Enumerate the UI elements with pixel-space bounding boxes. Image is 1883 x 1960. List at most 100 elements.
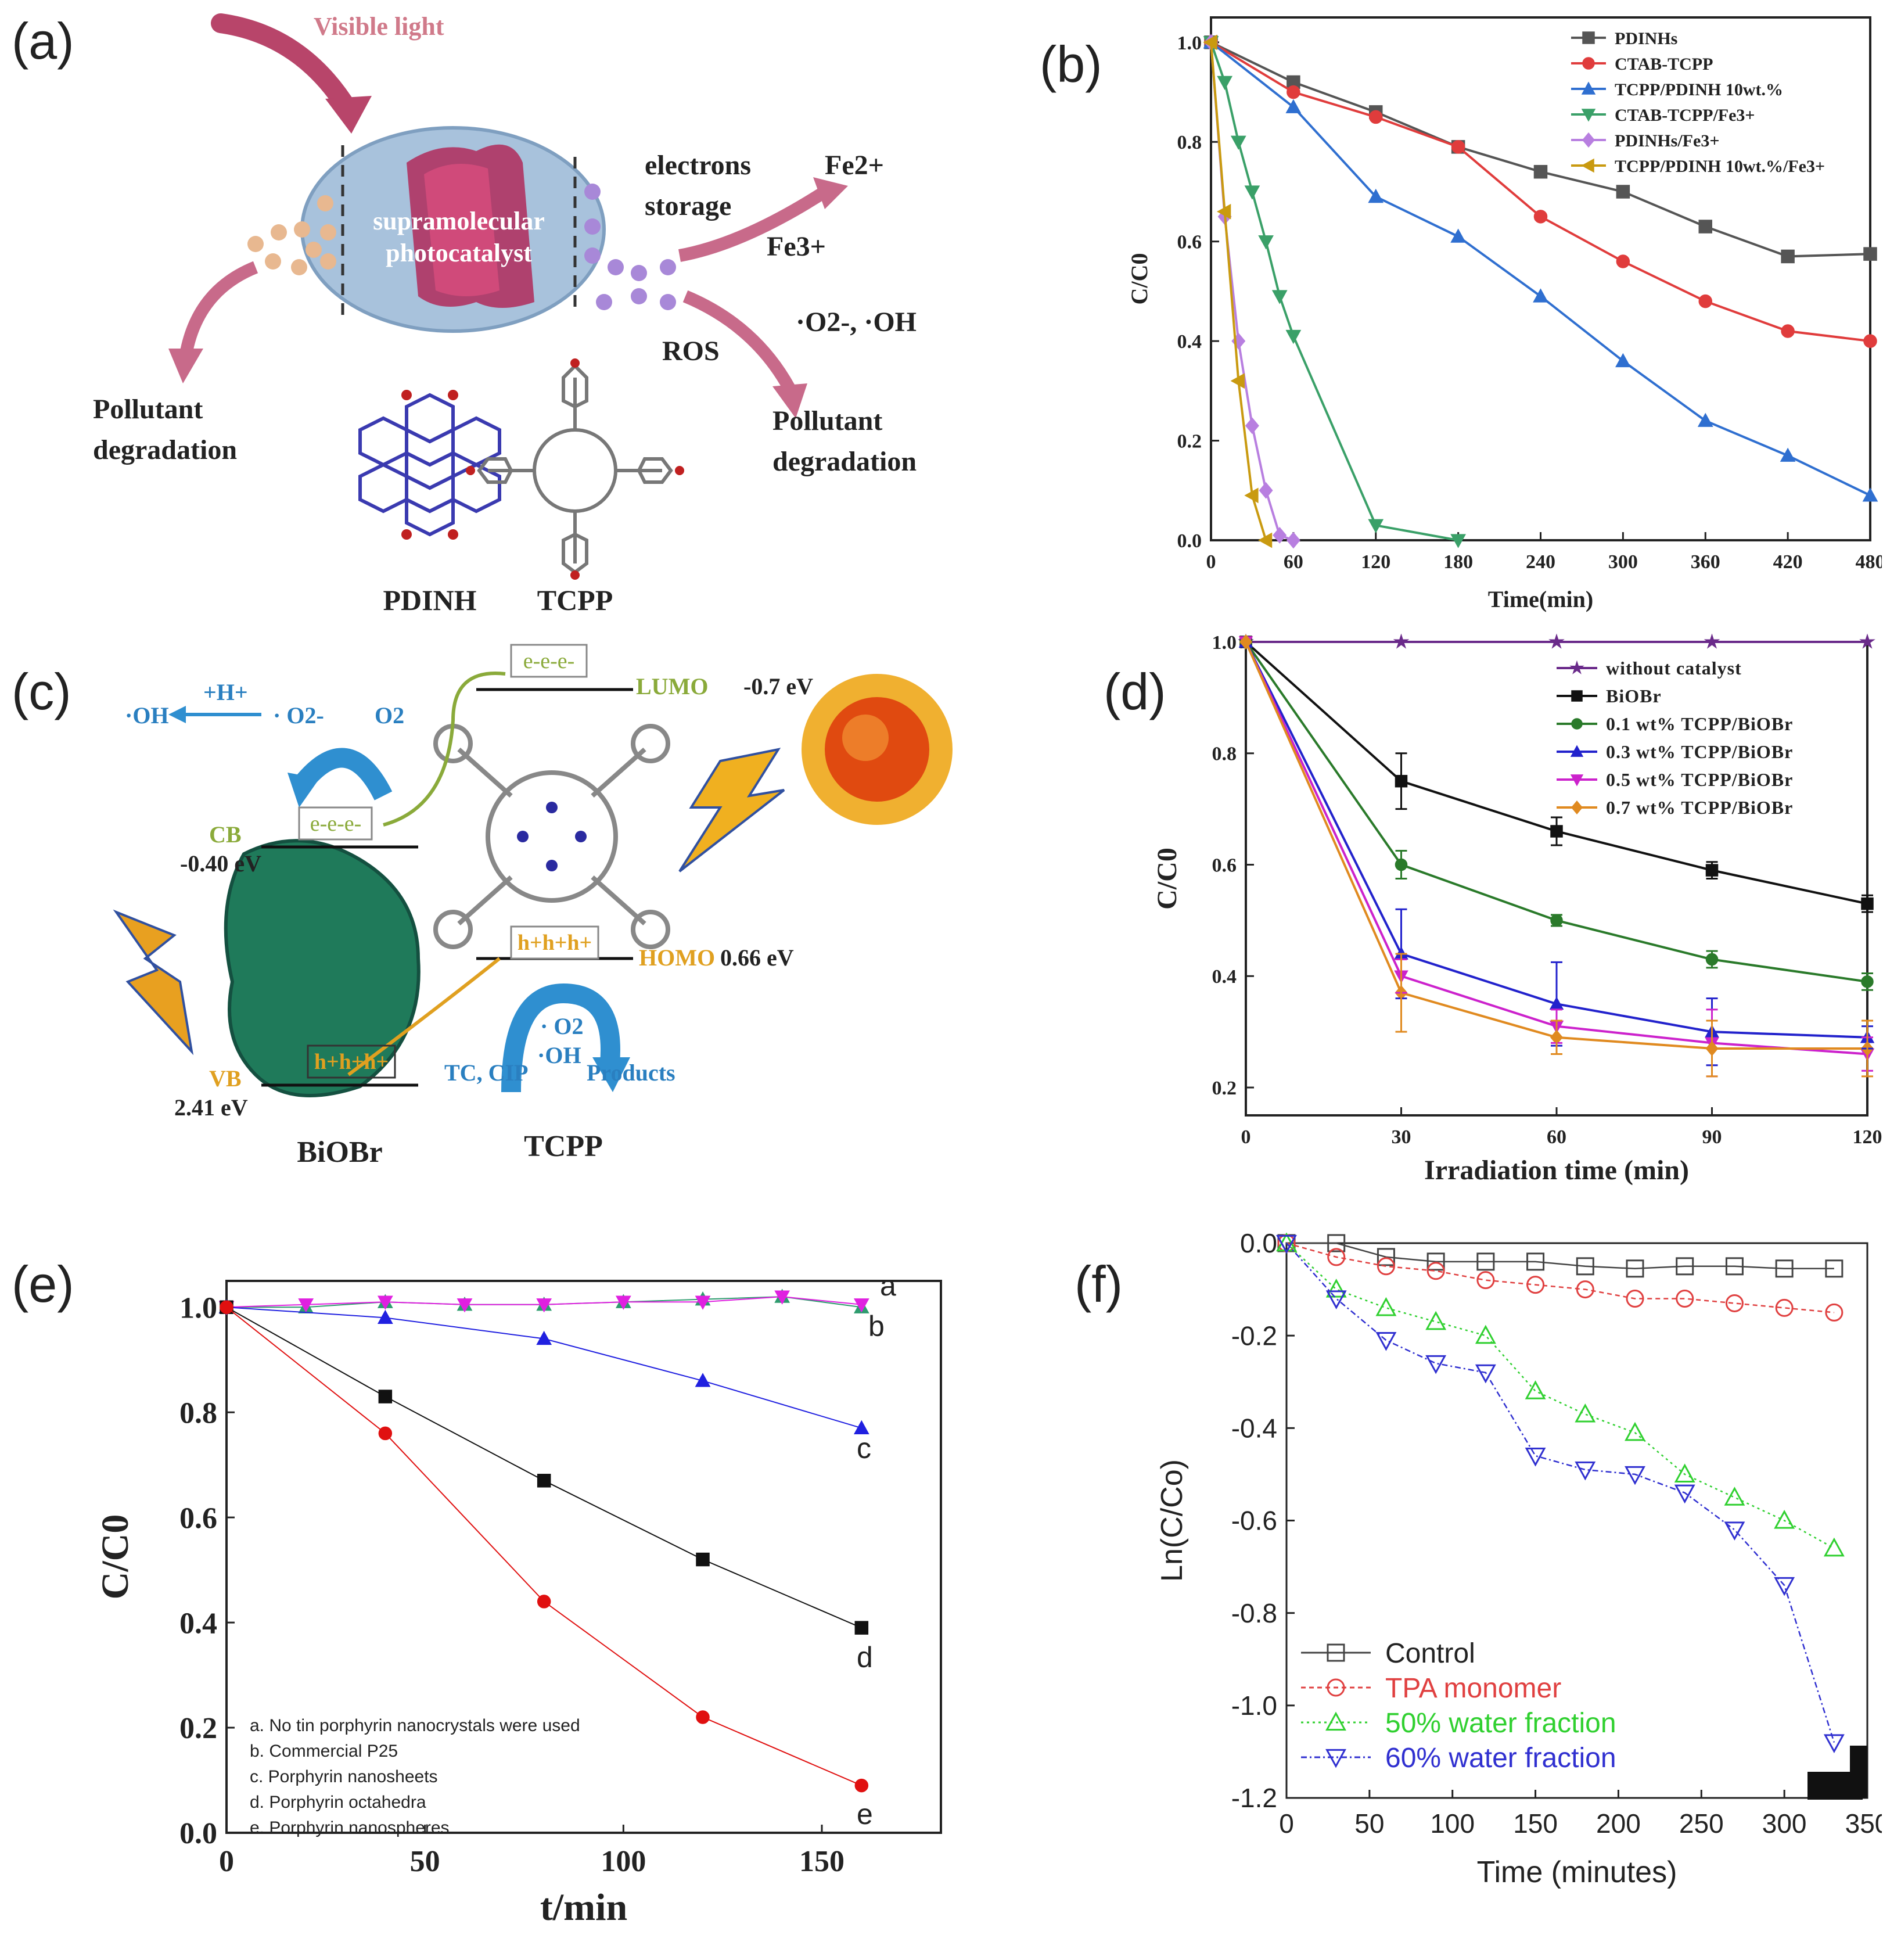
panel-a: (a) supramolecular photocatalyst bbox=[0, 0, 987, 639]
chart-e-series-4-point bbox=[537, 1595, 551, 1609]
chart-e-end-label-4: e bbox=[857, 1798, 873, 1830]
chart-f-series-1-point bbox=[1426, 1262, 1445, 1280]
core-text-1: supramolecular bbox=[373, 207, 545, 235]
chart-d-series-0-point bbox=[1393, 633, 1410, 649]
chart-f-corner-mark-2 bbox=[1850, 1746, 1867, 1798]
chart-e-xlabel: t/min bbox=[540, 1886, 627, 1929]
chart-f: 0 50 100 150 200 250 300 350 0.0 -0.2 -0.4 -0.6 -0.8… bbox=[1155, 1228, 1883, 1889]
chart-f-series-0-point bbox=[1327, 1234, 1346, 1252]
chart-d-legend-marker-4 bbox=[1570, 774, 1584, 787]
chart-f-series-0-point bbox=[1576, 1257, 1594, 1276]
chart-b-legend-marker-4 bbox=[1582, 132, 1595, 148]
chart-f-series-1-point bbox=[1775, 1298, 1794, 1317]
products-label: Products bbox=[587, 1060, 675, 1086]
chart-d-legend-label-0: without catalyst bbox=[1606, 658, 1742, 679]
tcpp-c-label: TCPP bbox=[524, 1130, 603, 1163]
chart-e-series-4-point bbox=[220, 1300, 233, 1314]
chart-e-series-2-point bbox=[536, 1330, 552, 1345]
chart-e-end-label-0: a bbox=[880, 1269, 896, 1302]
chart-b-series-1-point bbox=[1698, 294, 1712, 308]
chart-e-series-4-point bbox=[854, 1778, 869, 1793]
chart-b-xtick-label: 300 bbox=[1608, 551, 1638, 573]
chart-b-series-1-point bbox=[1616, 254, 1630, 268]
chart-b-series-5-point bbox=[1203, 34, 1217, 51]
chart-f-ytick-label: -0.8 bbox=[1231, 1598, 1277, 1628]
chart-f-ytick-label: -1.0 bbox=[1231, 1690, 1277, 1721]
chart-e-series-1-point bbox=[377, 1295, 393, 1310]
chart-f-xlabel: Time (minutes) bbox=[1477, 1855, 1677, 1889]
h-vb: h+h+h+ bbox=[314, 1050, 389, 1074]
chart-b-ylabel: C/C0 bbox=[1126, 253, 1152, 305]
chart-b-series-5-point bbox=[1230, 373, 1245, 389]
chart-f-series-1-point bbox=[1476, 1271, 1495, 1290]
vb-label: VB bbox=[209, 1065, 242, 1092]
visible-light-label: Visible light bbox=[314, 12, 444, 41]
pollutant-right-1: Pollutant bbox=[772, 405, 882, 436]
chart-b-legend-label-1: CTAB-TCPP bbox=[1615, 55, 1713, 74]
chart-b-legend-marker-1 bbox=[1582, 57, 1595, 70]
chart-d-series-5-point bbox=[1239, 634, 1252, 650]
supramolecular-sheets bbox=[407, 144, 534, 308]
chart-e-series-2-point bbox=[695, 1373, 711, 1387]
chart-f-series-1-point bbox=[1676, 1290, 1694, 1308]
chart-d-xlabel: Irradiation time (min) bbox=[1424, 1155, 1689, 1186]
chart-e-series-3-line bbox=[226, 1306, 862, 1629]
lumo-label: LUMO bbox=[636, 673, 708, 699]
panel-e-label: (e) bbox=[12, 1255, 74, 1313]
chart-b-series-1-point bbox=[1533, 210, 1548, 224]
chart-d-series-0-point bbox=[1548, 633, 1565, 649]
electrons-box-cb bbox=[298, 806, 373, 841]
chart-f-series-2-point bbox=[1575, 1403, 1596, 1423]
chart-b-series-3-point bbox=[1368, 519, 1384, 533]
chart-f-legend-label-2: 50% water fraction bbox=[1385, 1708, 1616, 1739]
pdinh-atoms bbox=[401, 390, 458, 540]
chart-f-legend-label-1: TPA monomer bbox=[1385, 1673, 1561, 1704]
chart-f-series-0-point bbox=[1526, 1252, 1545, 1271]
chart-e-legend-line-1: b. Commercial P25 bbox=[250, 1742, 398, 1761]
cb-ev: -0.40 eV bbox=[180, 850, 261, 877]
storage-label: storage bbox=[645, 191, 731, 221]
oh-label: ·OH bbox=[125, 702, 169, 728]
panel-b-label: (b) bbox=[1040, 35, 1102, 93]
chart-f-series-3-point bbox=[1823, 1734, 1845, 1754]
chart-e-series-1-point bbox=[536, 1298, 552, 1313]
ros-label: ROS bbox=[662, 336, 720, 367]
fe2-label: Fe2+ bbox=[825, 150, 884, 181]
arrow-o2-lower bbox=[501, 983, 620, 1093]
chart-e-series-1-point bbox=[615, 1295, 631, 1310]
chart-f-ytick-label: -0.6 bbox=[1231, 1506, 1277, 1536]
chart-b-series-1-point bbox=[1781, 324, 1795, 338]
pollutant-left-2: degradation bbox=[93, 435, 237, 465]
chart-f-series-0-point bbox=[1426, 1252, 1445, 1271]
chart-d-legend-label-3: 0.3 wt% TCPP/BiOBr bbox=[1606, 741, 1793, 762]
chart-e-legend-line-4: e. Porphyrin nanospheres bbox=[250, 1818, 450, 1837]
chart-d-series-0-point bbox=[1704, 633, 1720, 649]
biobr-label: BiOBr bbox=[297, 1136, 382, 1169]
chart-d-legend-label-4: 0.5 wt% TCPP/BiOBr bbox=[1606, 769, 1793, 790]
chart-d: 0 30 60 90 120 0.2 0.4 0.6 0.8 1.0 Irradiation tim… bbox=[1152, 632, 1882, 1186]
panel-c: (c) bbox=[0, 633, 1104, 1202]
chart-f-legend-label-0: Control bbox=[1385, 1638, 1475, 1669]
chart-e-series-1-point bbox=[774, 1290, 790, 1305]
chart-b-xtick-label: 180 bbox=[1443, 551, 1473, 573]
chart-e-xtick-label: 50 bbox=[410, 1845, 440, 1878]
chart-e-ytick-label: 0.0 bbox=[179, 1817, 217, 1850]
electrons-label: electrons bbox=[645, 150, 751, 181]
chart-b-legend-marker-2 bbox=[1581, 81, 1596, 95]
chart-f-series-0-line bbox=[1287, 1242, 1834, 1270]
chart-e-series-4-point bbox=[378, 1426, 393, 1441]
chart-f-legend-marker-0 bbox=[1327, 1643, 1345, 1662]
chart-b-series-3-point bbox=[1271, 290, 1288, 304]
chart-b-series-0-point bbox=[1698, 220, 1712, 234]
chart-b-ytick-label: 0.4 bbox=[1177, 331, 1202, 353]
chart-f-ytick-label: 0.0 bbox=[1240, 1228, 1277, 1258]
pdinh-molecule bbox=[358, 393, 501, 537]
oh-lower-label: ·OH bbox=[537, 1042, 581, 1068]
chart-f-series-2-point bbox=[1525, 1380, 1546, 1399]
chart-f-ylabel: Ln(C/Co) bbox=[1155, 1459, 1189, 1582]
chart-d-ytick-label: 0.2 bbox=[1212, 1078, 1237, 1099]
chart-b: 0 60 120 180 240 300 360 420 480 0.0 0.2 0.4 0.6 0.8 1… bbox=[1126, 16, 1883, 612]
hole-particles bbox=[247, 195, 336, 275]
visible-light-arrowhead bbox=[325, 96, 372, 134]
chart-e-series-2-point bbox=[853, 1420, 869, 1434]
